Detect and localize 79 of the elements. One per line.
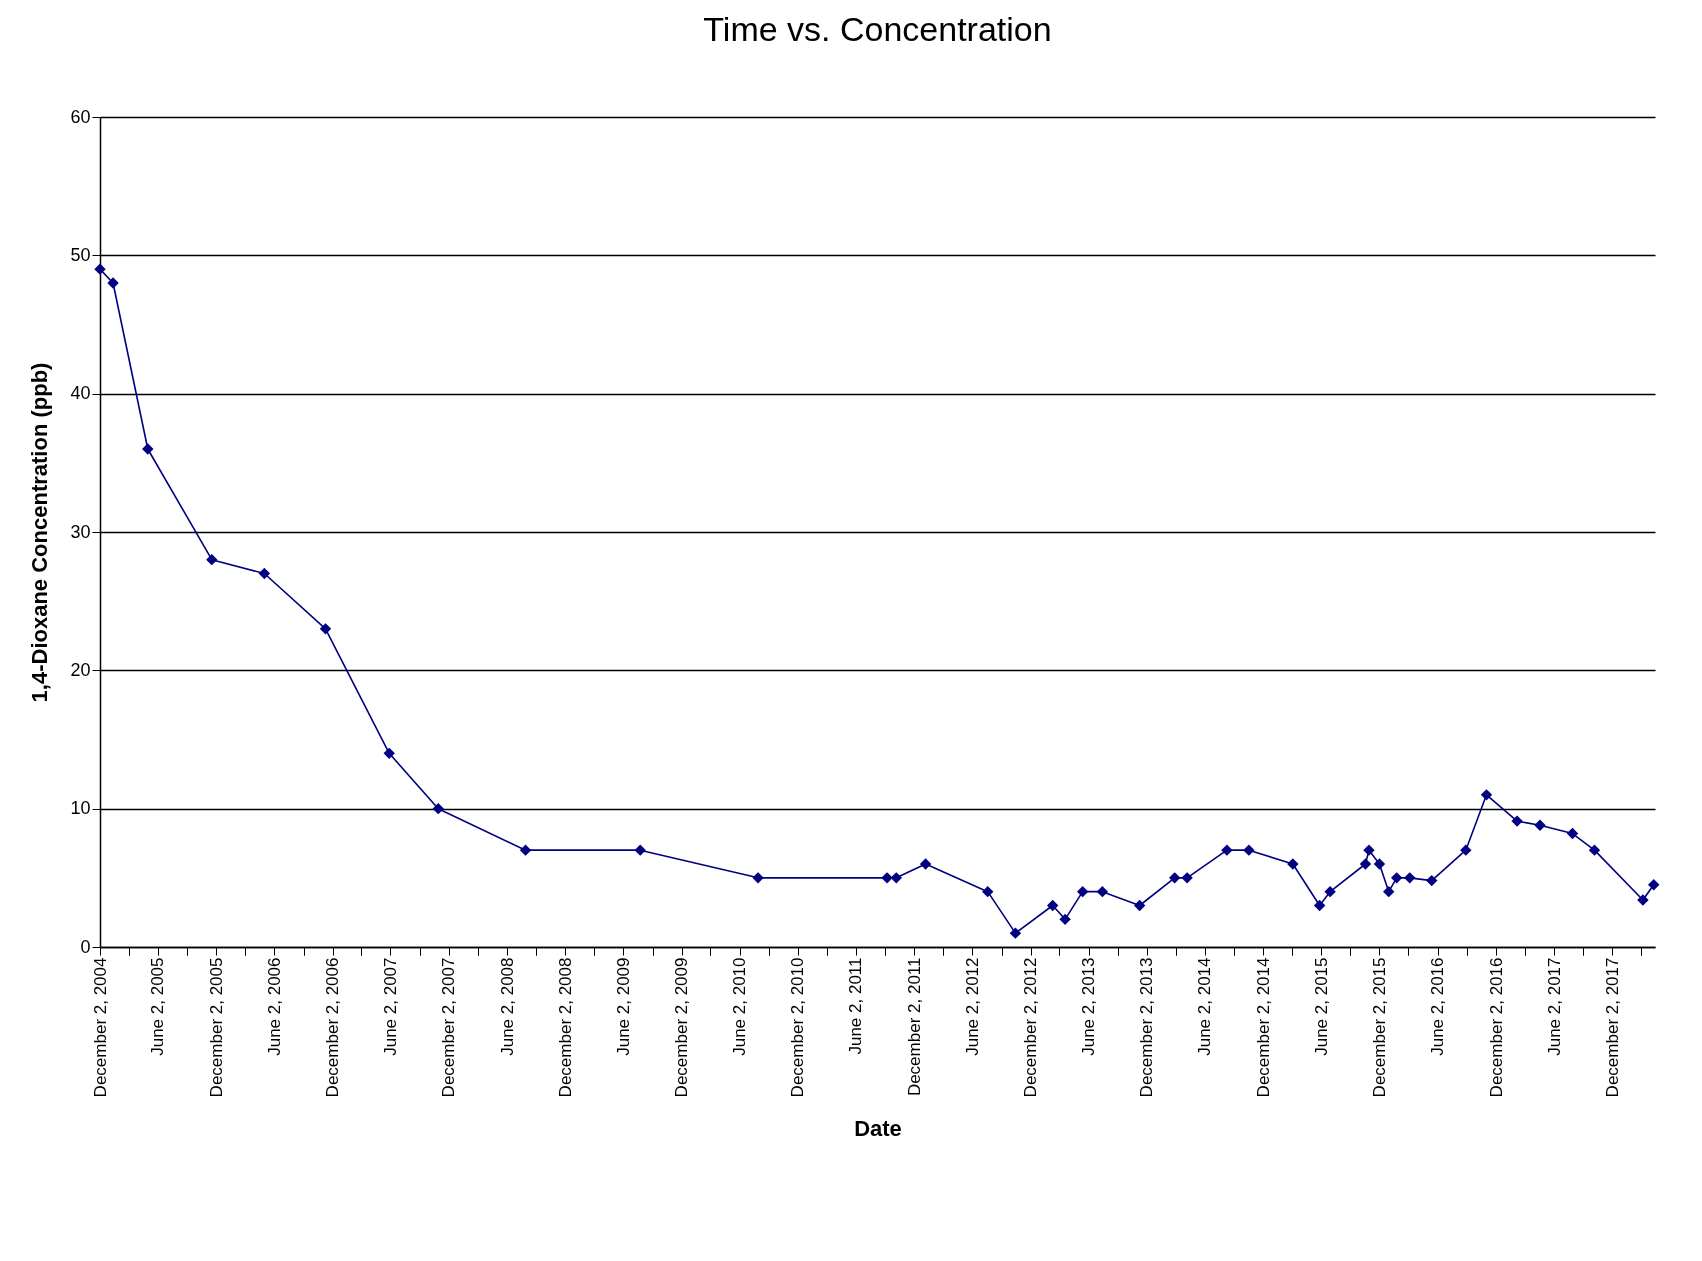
y-tick-label: 30 [70, 521, 91, 542]
x-tick-label: December 2, 2015 [1369, 957, 1389, 1098]
chart-title: Time vs. Concentration [703, 10, 1052, 48]
x-tick-label: June 2, 2010 [730, 957, 750, 1056]
point [1076, 885, 1089, 898]
point [1324, 885, 1336, 898]
x-tick-label: June 2, 2015 [1311, 957, 1331, 1056]
x-axis-title: Date [854, 1116, 902, 1142]
point [319, 623, 332, 635]
point [1373, 858, 1386, 870]
y-axis-title: 1,4-Dioxane Concentration (ppb) [27, 362, 53, 703]
x-tick-label: December 2, 2007 [439, 957, 459, 1098]
x-tick-label: December 2, 2016 [1486, 957, 1506, 1098]
x-tick-label: December 2, 2004 [90, 957, 110, 1098]
point [1404, 872, 1416, 884]
x-tick-label: December 2, 2006 [323, 957, 343, 1098]
x-tick-label: December 2, 2005 [206, 957, 226, 1098]
y-tick-label: 50 [70, 244, 91, 265]
point [1511, 815, 1523, 827]
point [1480, 789, 1493, 801]
x-tick-label: December 2, 2009 [672, 957, 692, 1098]
x-tick-label: June 2, 2014 [1195, 957, 1215, 1056]
point [1426, 874, 1438, 887]
point [1096, 885, 1109, 898]
point [1588, 844, 1601, 856]
x-tick-label: December 2, 2011 [904, 957, 924, 1097]
point [206, 553, 218, 566]
point [1133, 899, 1146, 912]
point [1046, 899, 1059, 912]
x-tick-label: June 2, 2013 [1079, 957, 1099, 1056]
point [1243, 844, 1255, 856]
point [982, 885, 994, 898]
x-tick-label: December 2, 2008 [555, 957, 575, 1098]
point [1181, 872, 1193, 884]
point [1390, 872, 1403, 884]
point [1566, 827, 1579, 840]
x-tick-label: June 2, 2006 [264, 957, 284, 1056]
x-tick-label: June 2, 2012 [962, 957, 982, 1056]
point [1059, 913, 1071, 926]
point [1534, 819, 1546, 831]
point [383, 747, 395, 760]
point [1460, 844, 1472, 856]
point [94, 263, 106, 275]
point [1221, 844, 1233, 856]
point [1637, 894, 1649, 906]
point [1359, 858, 1372, 870]
point [1648, 879, 1660, 891]
x-tick-label: June 2, 2008 [497, 957, 517, 1056]
x-tick-label: June 2, 2009 [613, 957, 633, 1056]
point [752, 872, 764, 884]
y-tick-label: 10 [70, 798, 91, 819]
point [1383, 885, 1395, 898]
y-tick-label: 0 [80, 936, 91, 957]
point [432, 802, 444, 815]
point [634, 844, 646, 856]
point [107, 277, 119, 289]
x-tick-label: December 2, 2017 [1602, 957, 1622, 1098]
x-tick-label: December 2, 2013 [1137, 957, 1157, 1098]
x-tick-label: December 2, 2014 [1253, 957, 1273, 1098]
y-tick-label: 20 [70, 659, 91, 680]
x-tick-label: June 2, 2017 [1544, 957, 1564, 1056]
x-tick-label: June 2, 2011 [846, 957, 866, 1055]
x-tick-label: June 2, 2016 [1428, 957, 1448, 1056]
point [890, 872, 902, 884]
point [1009, 927, 1022, 939]
point [1313, 899, 1326, 912]
y-tick-label: 40 [70, 383, 91, 404]
x-tick-label: December 2, 2012 [1021, 957, 1041, 1098]
point [1168, 872, 1181, 884]
point [1363, 844, 1375, 856]
x-tick-label: December 2, 2010 [788, 957, 808, 1098]
point [142, 443, 154, 455]
y-tick-label: 60 [70, 106, 91, 127]
x-tick-label: June 2, 2007 [380, 957, 400, 1056]
point [519, 844, 532, 856]
point [919, 858, 932, 870]
x-tick-label: June 2, 2005 [148, 957, 168, 1056]
point [1287, 858, 1299, 870]
point [258, 567, 271, 580]
